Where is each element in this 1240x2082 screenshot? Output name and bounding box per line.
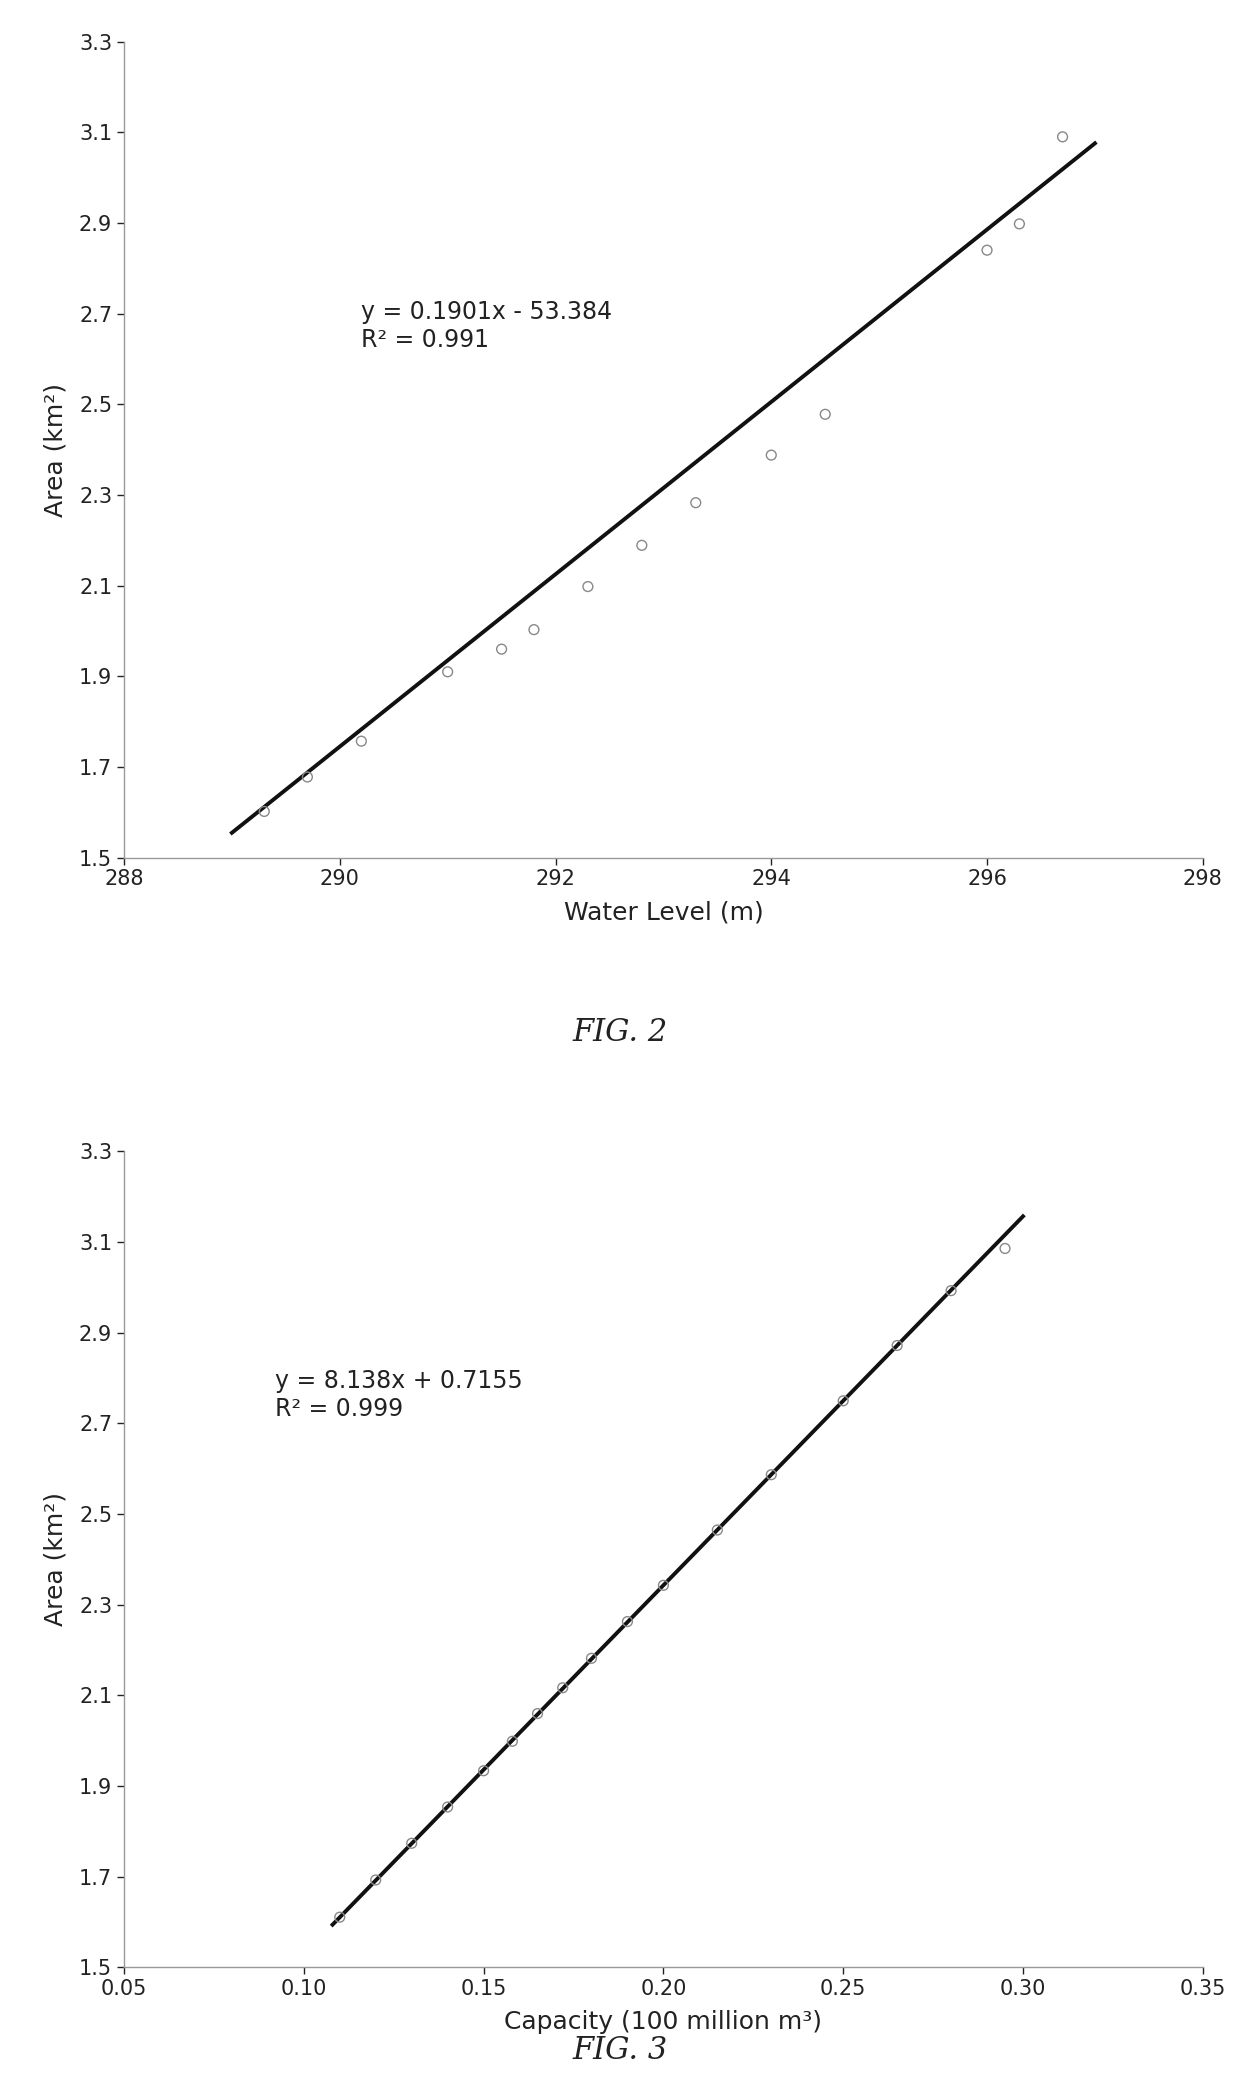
Point — [474, 1753, 494, 1786]
Text: FIG. 3: FIG. 3 — [573, 2036, 667, 2065]
Point — [578, 570, 598, 604]
Point — [438, 656, 458, 689]
Text: y = 0.1901x - 53.384
R² = 0.991: y = 0.1901x - 53.384 R² = 0.991 — [361, 300, 613, 352]
Point — [528, 1697, 548, 1730]
Point — [761, 439, 781, 473]
Point — [707, 1514, 727, 1547]
X-axis label: Capacity (100 million m³): Capacity (100 million m³) — [505, 2011, 822, 2034]
Text: y = 8.138x + 0.7155
R² = 0.999: y = 8.138x + 0.7155 R² = 0.999 — [275, 1370, 523, 1420]
Point — [816, 398, 836, 431]
Point — [330, 1901, 350, 1934]
Point — [553, 1672, 573, 1705]
Point — [941, 1274, 961, 1307]
Point — [1009, 208, 1029, 242]
Point — [977, 233, 997, 266]
Point — [1053, 121, 1073, 154]
Y-axis label: Area (km²): Area (km²) — [43, 383, 68, 516]
Point — [366, 1863, 386, 1897]
Y-axis label: Area (km²): Area (km²) — [43, 1493, 68, 1626]
Point — [525, 612, 544, 645]
Point — [502, 1724, 522, 1757]
Point — [618, 1605, 637, 1639]
Text: FIG. 2: FIG. 2 — [573, 1018, 667, 1047]
Point — [833, 1385, 853, 1418]
Point — [761, 1457, 781, 1491]
Point — [438, 1791, 458, 1824]
Point — [686, 485, 706, 518]
Point — [492, 633, 512, 666]
Point — [888, 1328, 908, 1362]
X-axis label: Water Level (m): Water Level (m) — [563, 902, 764, 924]
Point — [254, 795, 274, 829]
Point — [402, 1826, 422, 1859]
Point — [351, 725, 371, 758]
Point — [994, 1233, 1014, 1266]
Point — [298, 760, 317, 793]
Point — [653, 1568, 673, 1601]
Point — [632, 529, 652, 562]
Point — [582, 1641, 601, 1674]
